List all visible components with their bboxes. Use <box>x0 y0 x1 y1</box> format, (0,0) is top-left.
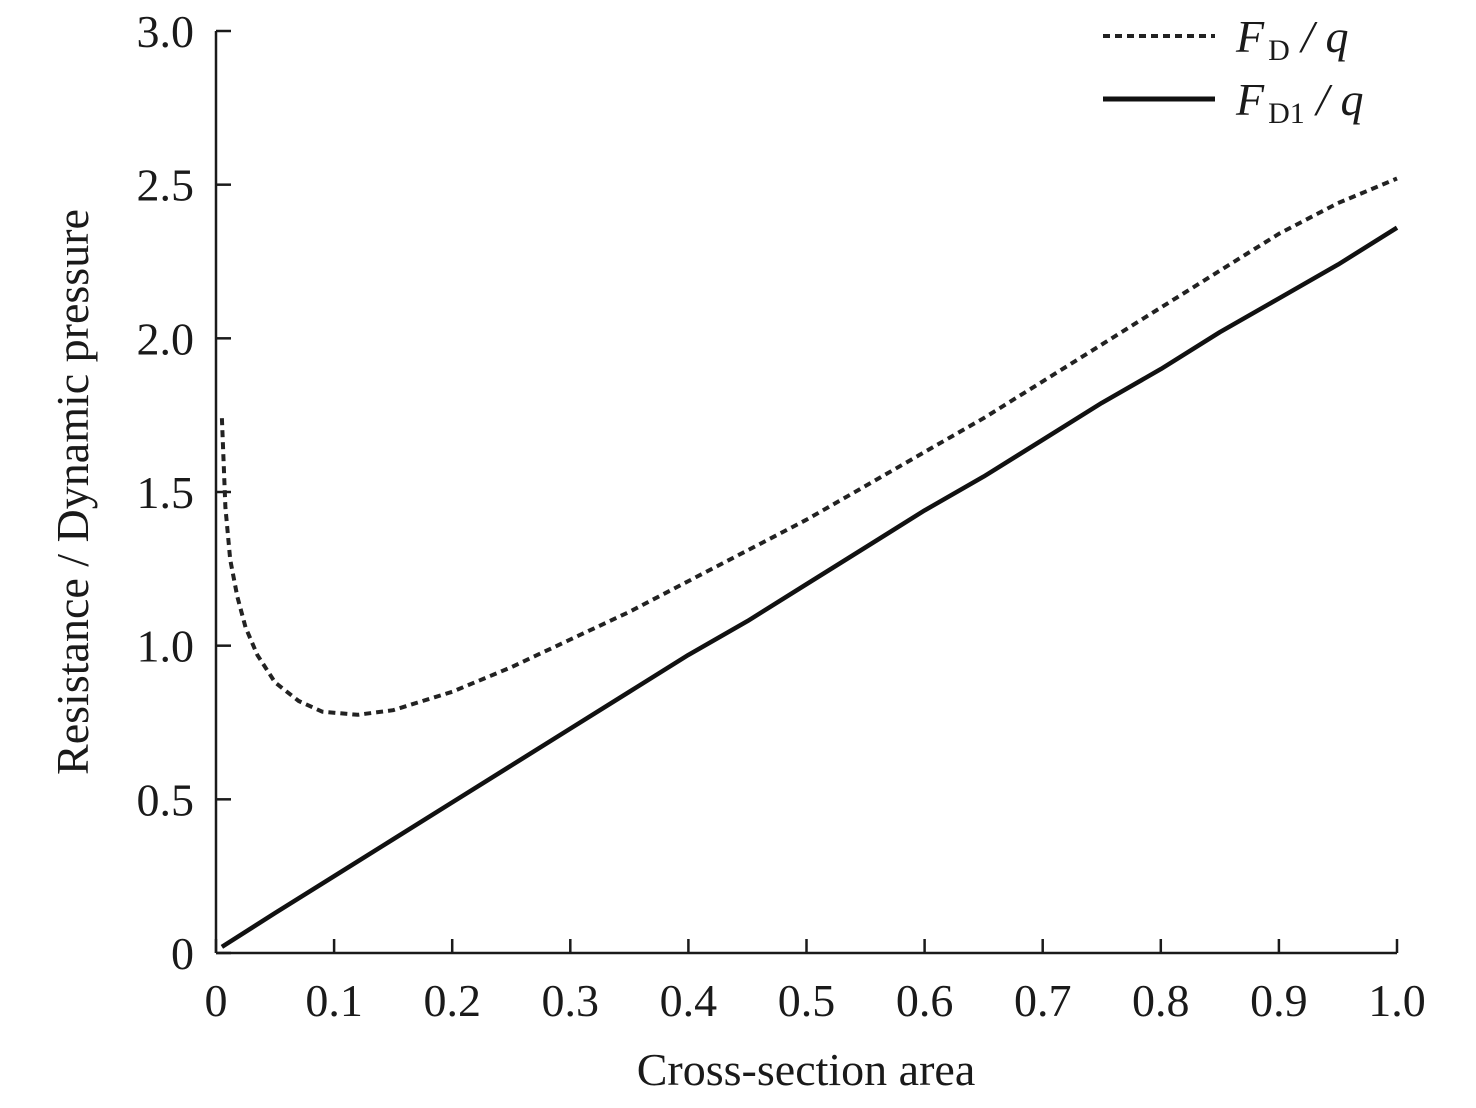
x-tick-label: 0.8 <box>1132 975 1190 1026</box>
x-axis-label: Cross-section area <box>637 1044 976 1095</box>
y-axis-label: Resistance / Dynamic pressure <box>47 209 98 775</box>
x-tick-label: 0.7 <box>1014 975 1072 1026</box>
x-tick-label: 0 <box>205 975 228 1026</box>
x-tick-label: 0.6 <box>896 975 954 1026</box>
legend-label-1: F D1 / q <box>1235 74 1364 130</box>
y-tick-label: 2.0 <box>137 313 195 364</box>
y-tick-label: 2.5 <box>137 160 195 211</box>
y-tick-label: 3.0 <box>137 6 195 57</box>
y-tick-label: 1.5 <box>137 467 195 518</box>
y-tick-label: 0 <box>171 928 194 979</box>
y-tick-label: 0.5 <box>137 774 195 825</box>
x-tick-label: 1.0 <box>1368 975 1426 1026</box>
x-tick-label: 0.5 <box>778 975 836 1026</box>
series-line-1 <box>220 225 1399 949</box>
series-line-0 <box>219 176 1398 717</box>
x-tick-label: 0.1 <box>305 975 363 1026</box>
x-tick-label: 0.2 <box>423 975 481 1026</box>
x-tick-label: 0.3 <box>542 975 600 1026</box>
x-tick-label: 0.4 <box>660 975 718 1026</box>
series-layer <box>219 176 1399 949</box>
x-tick-label: 0.9 <box>1250 975 1308 1026</box>
axes: 0 0.5 1.0 1.5 2.0 2.5 3.0 0 0.1 0.2 0.3 0.4 0.5 0.6 0.… <box>137 6 1426 1026</box>
y-tick-label: 1.0 <box>137 621 195 672</box>
